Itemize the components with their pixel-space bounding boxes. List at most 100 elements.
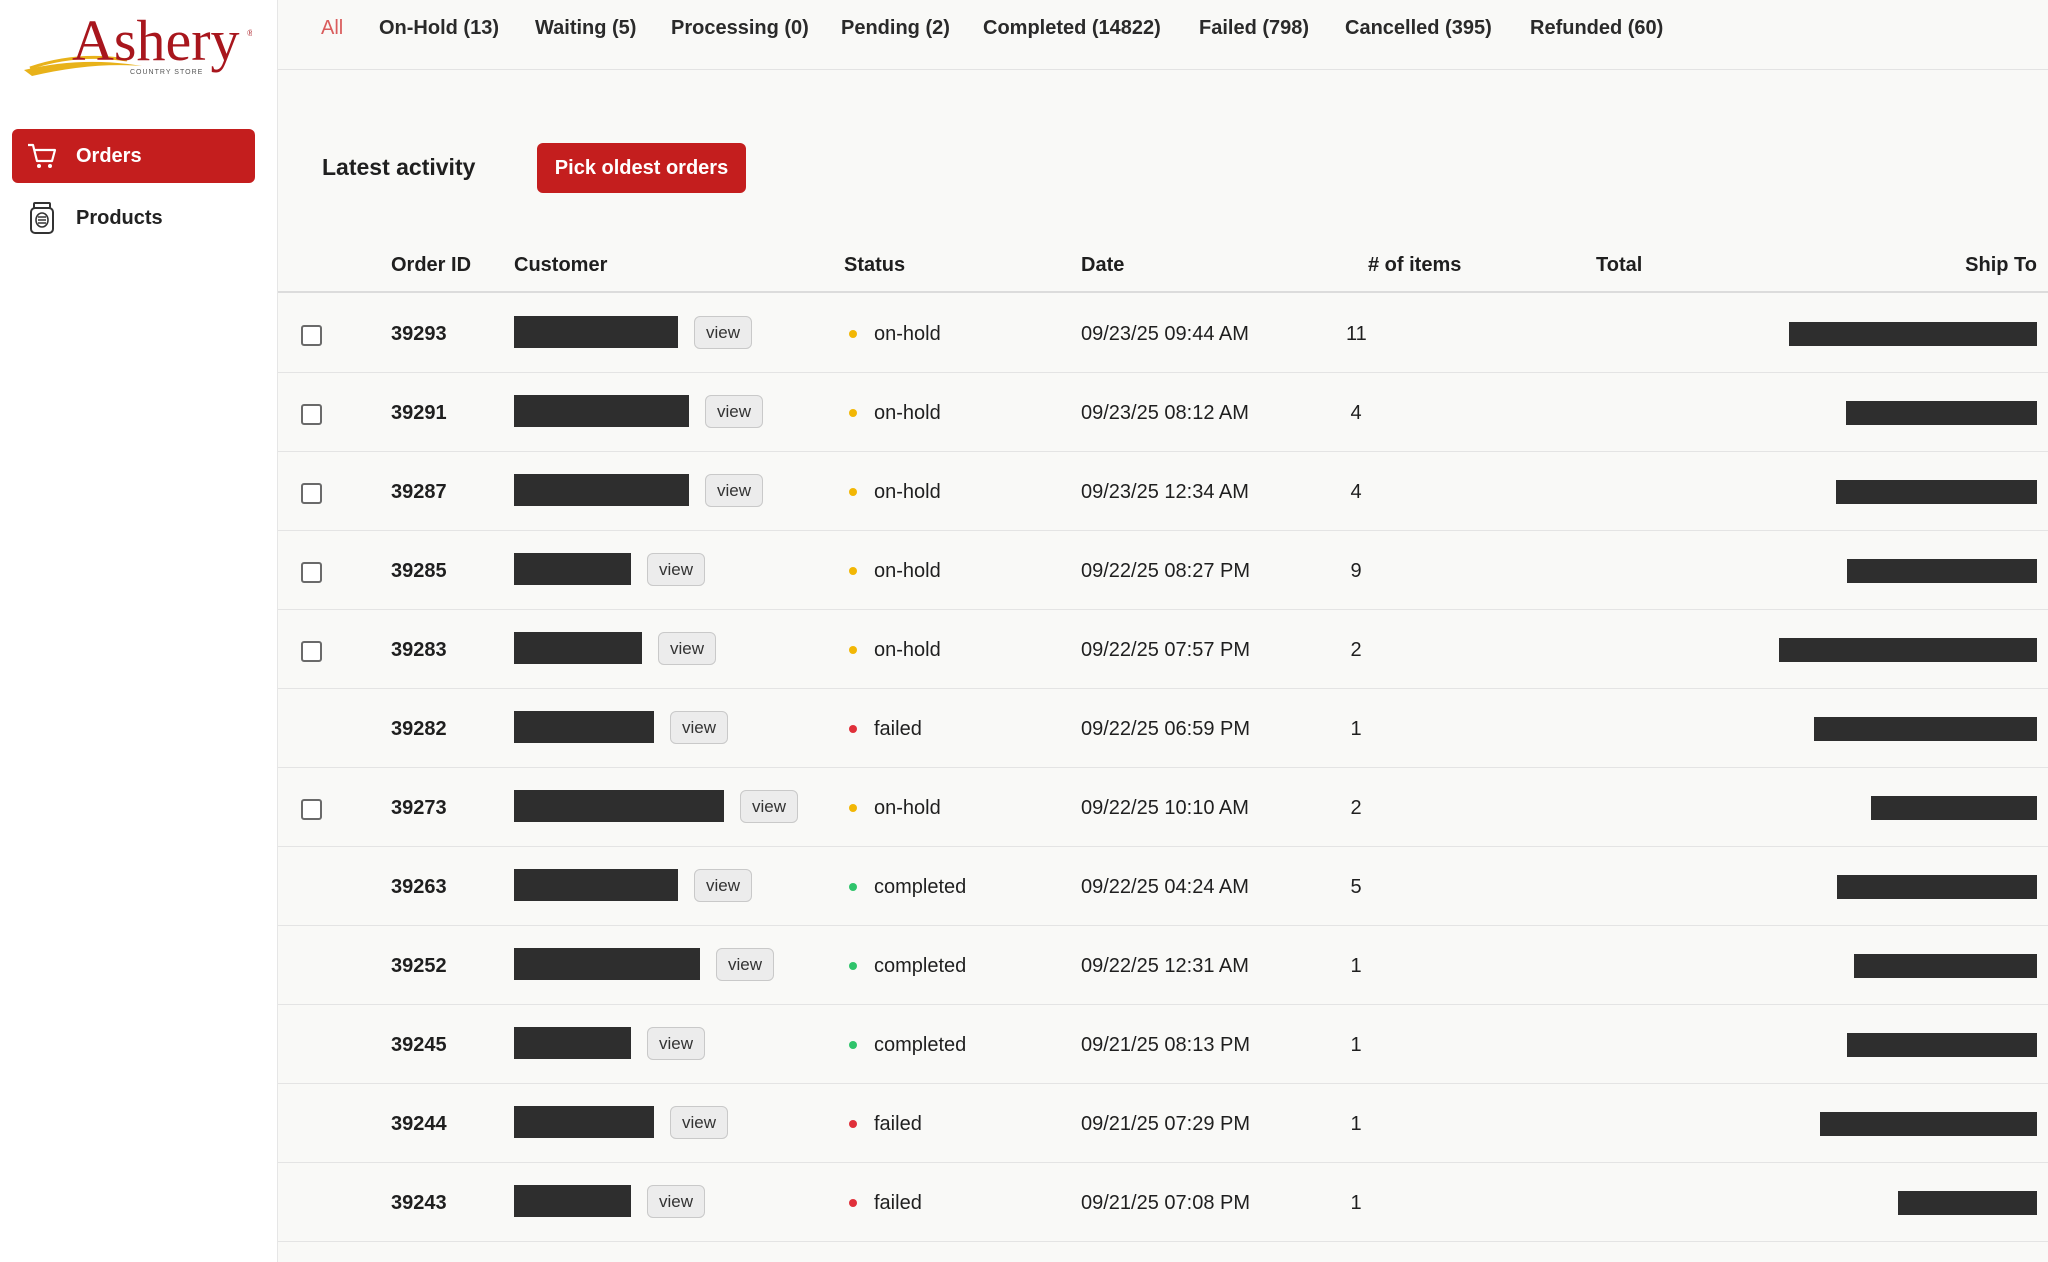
table-row[interactable]: 39245 view completed 09/21/25 08:13 PM 1 — [278, 1005, 2048, 1084]
pick-oldest-orders-button[interactable]: Pick oldest orders — [537, 143, 746, 193]
item-count: 1 — [1350, 718, 1362, 740]
status-dot-icon — [849, 962, 857, 970]
row-select-checkbox[interactable] — [301, 483, 322, 504]
customer-name-redacted — [514, 474, 689, 506]
tab-refunded[interactable]: Refunded (60) — [1530, 17, 1664, 39]
view-customer-button[interactable]: view — [658, 632, 716, 665]
order-date: 09/22/25 07:57 PM — [1081, 639, 1251, 661]
order-date: 09/22/25 04:24 AM — [1081, 876, 1249, 898]
table-row[interactable]: 39285 view on-hold 09/22/25 08:27 PM 9 — [278, 531, 2048, 610]
status-dot-icon — [849, 646, 857, 654]
row-select-checkbox[interactable] — [301, 562, 322, 583]
main-content: All On-Hold (13) Waiting (5) Processing … — [278, 0, 2048, 1262]
tab-processing[interactable]: Processing (0) — [671, 17, 809, 39]
sidebar-item-label: Orders — [76, 144, 142, 167]
order-id[interactable]: 39285 — [391, 560, 447, 582]
table-row[interactable]: 39244 view failed 09/21/25 07:29 PM 1 — [278, 1084, 2048, 1163]
order-status: on-hold — [874, 481, 941, 503]
item-count: 4 — [1350, 402, 1362, 424]
ship-to-redacted — [1871, 796, 2037, 820]
tab-failed[interactable]: Failed (798) — [1199, 17, 1310, 39]
order-id[interactable]: 39263 — [391, 876, 447, 898]
order-status: completed — [874, 1034, 967, 1056]
row-select-checkbox[interactable] — [301, 404, 322, 425]
order-id[interactable]: 39273 — [391, 797, 447, 819]
table-row[interactable]: 39282 view failed 09/22/25 06:59 PM 1 — [278, 689, 2048, 768]
view-customer-button[interactable]: view — [716, 948, 774, 981]
view-customer-button[interactable]: view — [647, 1027, 705, 1060]
column-header-total[interactable]: Total — [1596, 254, 1643, 276]
table-row[interactable]: 39243 view failed 09/21/25 07:08 PM 1 — [278, 1163, 2048, 1242]
order-status: on-hold — [874, 560, 941, 582]
order-date: 09/22/25 10:10 AM — [1081, 797, 1249, 819]
sidebar-item-orders[interactable]: Orders — [12, 129, 255, 183]
sidebar-item-products[interactable]: Products — [12, 191, 255, 245]
table-row[interactable]: 39291 view on-hold 09/23/25 08:12 AM 4 — [278, 373, 2048, 452]
status-dot-icon — [849, 804, 857, 812]
order-id[interactable]: 39293 — [391, 323, 447, 345]
column-header-ship-to[interactable]: Ship To — [1965, 254, 2037, 276]
tab-all[interactable]: All — [321, 17, 344, 39]
order-id[interactable]: 39243 — [391, 1192, 447, 1214]
view-customer-button[interactable]: view — [705, 395, 763, 428]
customer-name-redacted — [514, 869, 678, 901]
item-count: 11 — [1346, 323, 1367, 345]
row-select-checkbox[interactable] — [301, 641, 322, 662]
view-customer-button[interactable]: view — [670, 1106, 728, 1139]
order-id[interactable]: 39252 — [391, 955, 447, 977]
order-status: failed — [874, 1113, 922, 1135]
row-select-checkbox[interactable] — [301, 325, 322, 346]
table-row[interactable]: 39293 view on-hold 09/23/25 09:44 AM 11 — [278, 294, 2048, 373]
order-id[interactable]: 39282 — [391, 718, 447, 740]
order-date: 09/22/25 06:59 PM — [1081, 718, 1251, 740]
order-id[interactable]: 39291 — [391, 402, 447, 424]
view-customer-button[interactable]: view — [694, 869, 752, 902]
order-id[interactable]: 39283 — [391, 639, 447, 661]
order-status: on-hold — [874, 797, 941, 819]
table-row[interactable]: 39263 view completed 09/22/25 04:24 AM 5 — [278, 847, 2048, 926]
customer-name-redacted — [514, 711, 654, 743]
order-status: on-hold — [874, 639, 941, 661]
view-customer-button[interactable]: view — [694, 316, 752, 349]
order-id[interactable]: 39244 — [391, 1113, 447, 1135]
column-header-date[interactable]: Date — [1081, 254, 1125, 276]
order-status: on-hold — [874, 323, 941, 345]
ship-to-redacted — [1847, 1033, 2037, 1057]
order-date: 09/23/25 12:34 AM — [1081, 481, 1249, 503]
ship-to-redacted — [1814, 717, 2037, 741]
order-date: 09/22/25 12:31 AM — [1081, 955, 1249, 977]
status-dot-icon — [849, 488, 857, 496]
latest-activity-heading: Latest activity — [322, 154, 476, 180]
tab-waiting[interactable]: Waiting (5) — [535, 17, 637, 39]
view-customer-button[interactable]: view — [705, 474, 763, 507]
order-id[interactable]: 39245 — [391, 1034, 447, 1056]
view-customer-button[interactable]: view — [740, 790, 798, 823]
column-header-status[interactable]: Status — [844, 254, 906, 276]
table-row[interactable]: 39252 view completed 09/22/25 12:31 AM 1 — [278, 926, 2048, 1005]
table-row[interactable]: 39283 view on-hold 09/22/25 07:57 PM 2 — [278, 610, 2048, 689]
ship-to-redacted — [1837, 875, 2037, 899]
status-dot-icon — [849, 1041, 857, 1049]
ashery-logo[interactable]: Ashery ® COUNTRY STORE — [22, 8, 254, 84]
item-count: 4 — [1350, 481, 1362, 503]
order-status: on-hold — [874, 402, 941, 424]
customer-name-redacted — [514, 632, 642, 664]
table-row[interactable]: 39287 view on-hold 09/23/25 12:34 AM 4 — [278, 452, 2048, 531]
customer-name-redacted — [514, 948, 700, 980]
view-customer-button[interactable]: view — [647, 553, 705, 586]
tab-cancelled[interactable]: Cancelled (395) — [1345, 17, 1492, 39]
column-header-items[interactable]: # of items — [1368, 254, 1462, 276]
tab-pending[interactable]: Pending (2) — [841, 17, 950, 39]
svg-text:Ashery: Ashery — [72, 8, 240, 73]
tab-completed[interactable]: Completed (14822) — [983, 17, 1161, 39]
row-select-checkbox[interactable] — [301, 799, 322, 820]
order-id[interactable]: 39287 — [391, 481, 447, 503]
tab-on-hold[interactable]: On-Hold (13) — [379, 17, 499, 39]
order-date: 09/21/25 08:13 PM — [1081, 1034, 1251, 1056]
table-row[interactable]: 39273 view on-hold 09/22/25 10:10 AM 2 — [278, 768, 2048, 847]
item-count: 9 — [1350, 560, 1362, 582]
view-customer-button[interactable]: view — [670, 711, 728, 744]
column-header-customer[interactable]: Customer — [514, 254, 608, 276]
view-customer-button[interactable]: view — [647, 1185, 705, 1218]
column-header-order-id[interactable]: Order ID — [391, 254, 472, 276]
